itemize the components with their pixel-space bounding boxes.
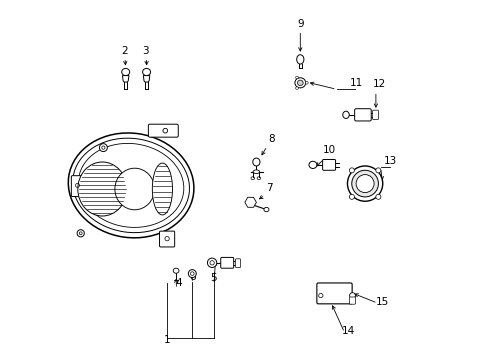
Text: 9: 9 xyxy=(296,19,303,29)
FancyBboxPatch shape xyxy=(159,231,174,247)
Ellipse shape xyxy=(79,232,82,235)
Ellipse shape xyxy=(349,293,355,298)
Ellipse shape xyxy=(342,111,348,118)
Ellipse shape xyxy=(102,146,105,149)
FancyBboxPatch shape xyxy=(322,159,335,170)
FancyBboxPatch shape xyxy=(71,176,83,197)
Ellipse shape xyxy=(78,162,126,216)
FancyBboxPatch shape xyxy=(148,124,178,137)
Ellipse shape xyxy=(305,82,307,84)
Ellipse shape xyxy=(347,166,382,201)
Ellipse shape xyxy=(296,55,303,64)
Ellipse shape xyxy=(295,76,298,79)
Ellipse shape xyxy=(297,80,303,85)
Ellipse shape xyxy=(264,207,268,212)
Text: 7: 7 xyxy=(265,183,272,193)
Ellipse shape xyxy=(99,144,107,152)
Text: 5: 5 xyxy=(210,273,217,283)
Text: 10: 10 xyxy=(322,145,335,155)
Text: 2: 2 xyxy=(121,46,128,56)
Ellipse shape xyxy=(308,161,316,168)
Text: 11: 11 xyxy=(349,78,362,88)
Ellipse shape xyxy=(295,87,298,89)
Text: 12: 12 xyxy=(372,79,386,89)
Ellipse shape xyxy=(142,68,150,76)
Ellipse shape xyxy=(188,270,196,278)
Polygon shape xyxy=(143,76,149,82)
Ellipse shape xyxy=(209,261,214,265)
Ellipse shape xyxy=(115,168,154,210)
Ellipse shape xyxy=(355,175,373,193)
Text: 4: 4 xyxy=(175,278,182,288)
Ellipse shape xyxy=(257,177,260,180)
Ellipse shape xyxy=(375,168,380,173)
FancyBboxPatch shape xyxy=(235,259,240,267)
FancyBboxPatch shape xyxy=(220,257,233,268)
Ellipse shape xyxy=(252,158,260,166)
Ellipse shape xyxy=(207,258,216,267)
FancyBboxPatch shape xyxy=(354,109,370,121)
Text: 8: 8 xyxy=(267,134,274,144)
Ellipse shape xyxy=(294,78,305,88)
Ellipse shape xyxy=(173,268,179,273)
Text: 1: 1 xyxy=(163,335,170,345)
Text: 3: 3 xyxy=(142,46,149,56)
Text: 6: 6 xyxy=(188,271,195,282)
Ellipse shape xyxy=(348,168,354,173)
FancyBboxPatch shape xyxy=(349,297,355,304)
Ellipse shape xyxy=(122,68,129,76)
FancyBboxPatch shape xyxy=(316,283,351,304)
Ellipse shape xyxy=(152,163,172,215)
Ellipse shape xyxy=(375,194,380,199)
Ellipse shape xyxy=(351,170,378,197)
Text: 13: 13 xyxy=(383,156,396,166)
Ellipse shape xyxy=(77,230,84,237)
FancyBboxPatch shape xyxy=(372,110,378,120)
Ellipse shape xyxy=(348,194,354,199)
Text: 15: 15 xyxy=(375,297,388,307)
Ellipse shape xyxy=(253,170,259,174)
Text: 14: 14 xyxy=(342,325,355,336)
Polygon shape xyxy=(122,76,129,82)
Ellipse shape xyxy=(250,177,254,180)
Ellipse shape xyxy=(190,272,194,275)
